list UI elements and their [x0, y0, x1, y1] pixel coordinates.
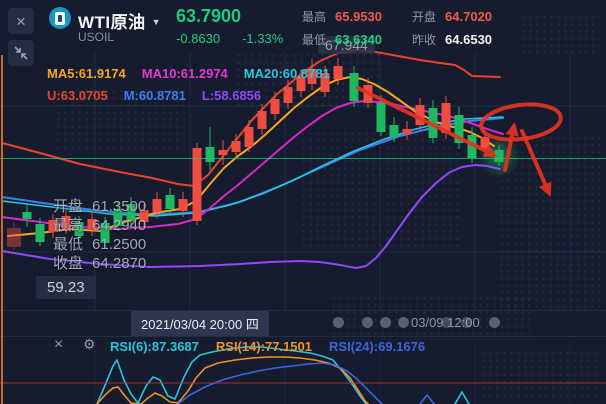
rsi6-label: RSI(6):87.3687 [110, 339, 199, 354]
rsi-close-button[interactable]: × [54, 336, 64, 353]
daily-stats: 最高 65.9530 开盘 64.7020 最低 63.6340 昨收 64.6… [302, 8, 492, 48]
price-change-percent: -1.33% [242, 31, 284, 46]
y-axis-value-badge: 59.23 [36, 276, 96, 299]
axis-dot [461, 317, 472, 328]
dot-texture [55, 88, 185, 153]
stat-low: 最低 63.6340 [302, 32, 383, 47]
axis-dot [489, 317, 500, 328]
ma5-label: MA5:61.9174 [47, 66, 126, 81]
dot-texture [480, 350, 600, 398]
tooltip-low: 最低 61.2500 [53, 236, 147, 253]
boll-middle-label: M:60.8781 [123, 88, 186, 103]
stat-high: 最高 65.9530 [302, 9, 383, 24]
ma10-label: MA10:61.2974 [141, 66, 228, 81]
boll-lower-label: L:58.6856 [201, 88, 262, 103]
rsi14-label: RSI(14):77.1501 [215, 339, 313, 354]
symbol-code: USOIL [78, 30, 115, 44]
stat-open: 开盘 64.7020 [412, 9, 493, 24]
x-axis-time-label: 03/09 12:00 [411, 315, 480, 330]
drawing-tool-accent-line [1, 55, 3, 404]
axis-dot [362, 317, 373, 328]
close-icon: × [16, 11, 26, 31]
price-change: -0.8630 [176, 31, 221, 46]
close-button[interactable]: × [8, 8, 34, 34]
y-axis-value-badge: 67.944 [318, 36, 375, 54]
boll-indicator-row: U:63.0705 M:60.8781 L:58.6856 [47, 88, 261, 103]
dot-texture [520, 14, 600, 54]
symbol-selector[interactable]: WTI原油 ▼ [78, 8, 161, 33]
tooltip-close: 收盘 64.2870 [53, 255, 147, 272]
collapse-icon [14, 46, 28, 60]
ma20-label: MA20:60.8781 [243, 66, 330, 81]
stat-prev-close: 昨收 64.6530 [412, 32, 493, 47]
candle-tooltip: 开盘 61.3500 最高 64.2940 最低 61.2500 收盘 64.2870 [53, 197, 146, 273]
axis-dot [380, 317, 391, 328]
price-change-row: -0.8630 -1.33% [176, 31, 283, 46]
axis-dot [441, 317, 452, 328]
rsi24-label: RSI(24):69.1676 [329, 339, 426, 354]
axis-dot [398, 317, 409, 328]
crosshair-date-badge: 2021/03/04 20:00 四 [131, 311, 269, 336]
boll-upper-label: U:63.0705 [47, 88, 108, 103]
chevron-down-icon: ▼ [151, 16, 161, 27]
rsi-settings-gear-icon[interactable]: ⚙ [83, 336, 96, 352]
axis-dot [333, 317, 344, 328]
tooltip-open: 开盘 61.3500 [53, 198, 147, 215]
last-price: 63.7900 [176, 6, 242, 26]
symbol-name: WTI原油 [78, 13, 146, 32]
symbol-logo-icon [49, 7, 71, 29]
tooltip-high: 最高 64.2940 [53, 217, 147, 234]
collapse-chart-button[interactable] [8, 40, 34, 66]
ma-indicator-row: MA5:61.9174 MA10:61.2974 MA20:60.8781 [47, 66, 330, 81]
rsi-indicator-row: RSI(6):87.3687 RSI(14):77.1501 RSI(24):6… [110, 339, 425, 354]
